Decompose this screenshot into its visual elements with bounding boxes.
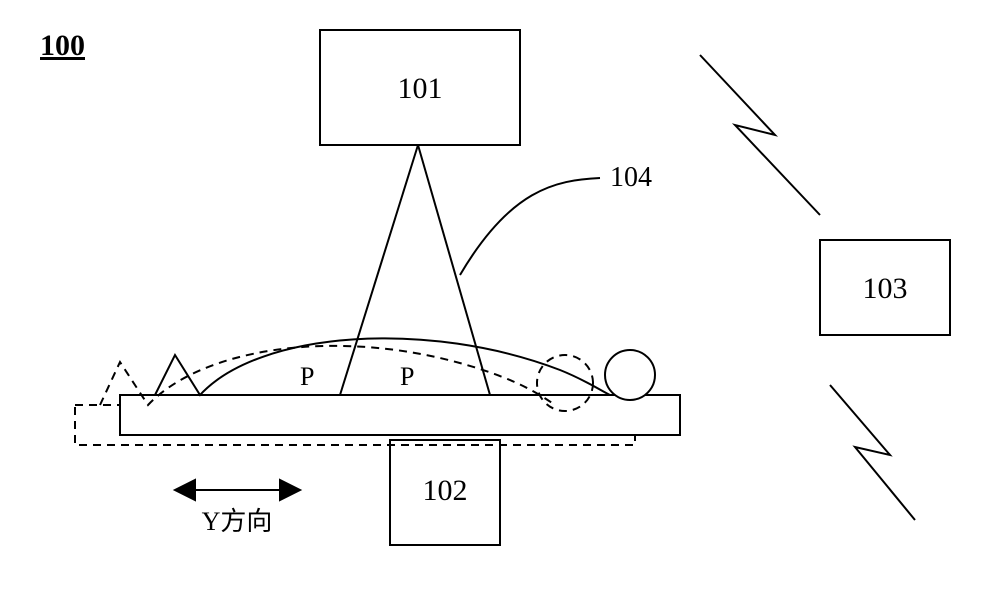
patent-diagram: 100 101 102 103 104 P P Y方向 <box>0 0 1000 608</box>
point-p-left: P <box>300 362 314 391</box>
y-direction-arrow <box>175 480 300 500</box>
beam-left-edge <box>340 145 418 395</box>
beam <box>340 145 490 395</box>
callout-104-label: 104 <box>610 162 652 193</box>
arrow-head-right <box>280 480 300 500</box>
box-103: 103 <box>820 240 950 335</box>
box-102-label: 102 <box>423 474 468 507</box>
figure-title: 100 <box>40 29 85 62</box>
table-solid <box>120 395 680 435</box>
head-solid <box>605 350 655 400</box>
box-103-label: 103 <box>863 272 908 305</box>
y-direction-label: Y方向 <box>202 507 273 536</box>
arrow-head-left <box>175 480 195 500</box>
bolt-lower <box>830 385 915 520</box>
box-101-label: 101 <box>398 72 443 105</box>
bolt-upper <box>700 55 820 215</box>
beam-right-edge <box>418 145 490 395</box>
box-102: 102 <box>390 440 500 545</box>
callout-104-curve <box>460 178 600 275</box>
box-101: 101 <box>320 30 520 145</box>
point-p-right: P <box>400 362 414 391</box>
